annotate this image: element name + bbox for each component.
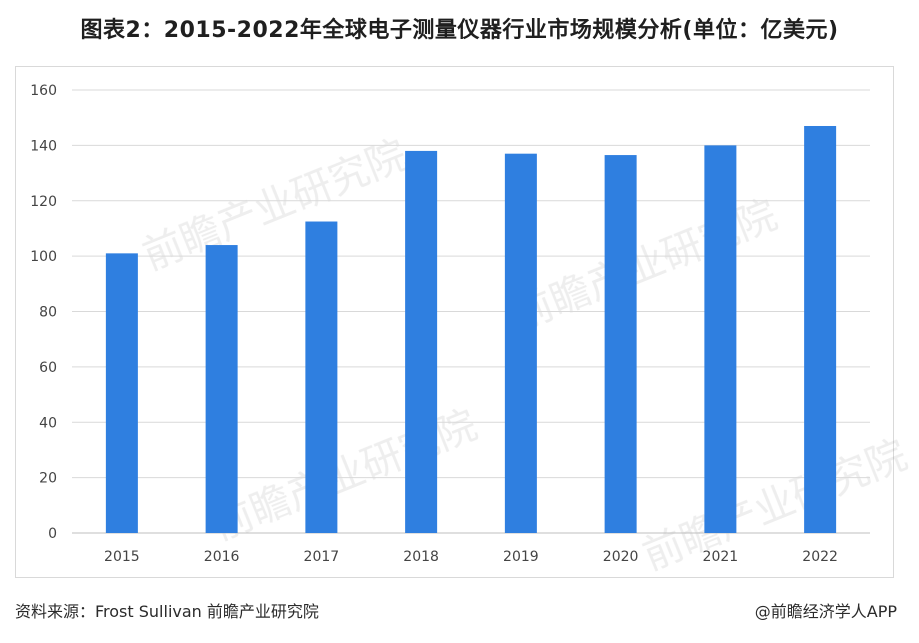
watermark-text: 前瞻产业研究院 [207, 402, 484, 550]
y-tick-label: 20 [39, 471, 57, 487]
y-tick-label: 60 [39, 360, 57, 376]
watermark-text: 前瞻产业研究院 [507, 192, 784, 340]
x-tick-label: 2022 [802, 549, 838, 565]
bar-2019 [504, 153, 537, 533]
source-note: 资料来源：Frost Sullivan 前瞻产业研究院 [15, 602, 319, 621]
bar-2021 [704, 145, 737, 533]
x-tick-label: 2016 [204, 549, 240, 565]
y-tick-label: 120 [30, 194, 57, 210]
y-tick-label: 0 [48, 526, 57, 542]
bar-2020 [604, 155, 637, 534]
watermark-text: 前瞻产业研究院 [637, 432, 914, 580]
x-tick-label: 2020 [603, 549, 639, 565]
bar-2022 [804, 125, 837, 534]
brand-credit: @前瞻经济学人APP [754, 602, 897, 621]
y-axis-ticks: 0 20 40 60 80 100 120 140 160 [30, 83, 57, 542]
x-tick-label: 2019 [503, 549, 539, 565]
y-tick-label: 100 [30, 249, 57, 265]
x-axis-ticks: 2015 2016 2017 2018 2019 2020 2021 2022 [104, 549, 838, 565]
y-tick-label: 80 [39, 305, 57, 321]
gridlines [72, 89, 870, 534]
chart-title: 图表2：2015-2022年全球电子测量仪器行业市场规模分析(单位：亿美元) [80, 18, 839, 43]
bars [105, 125, 837, 534]
x-tick-label: 2015 [104, 549, 140, 565]
x-tick-label: 2017 [304, 549, 340, 565]
x-tick-label: 2021 [703, 549, 739, 565]
y-tick-label: 140 [30, 138, 57, 154]
bar-2016 [205, 245, 238, 534]
bar-2018 [405, 150, 438, 533]
bar-2017 [305, 221, 338, 533]
watermark-text: 前瞻产业研究院 [137, 132, 414, 280]
x-tick-label: 2018 [403, 549, 439, 565]
y-tick-label: 160 [30, 83, 57, 99]
chart-frame [15, 66, 894, 578]
y-tick-label: 40 [39, 415, 57, 431]
bar-2015 [105, 253, 138, 533]
